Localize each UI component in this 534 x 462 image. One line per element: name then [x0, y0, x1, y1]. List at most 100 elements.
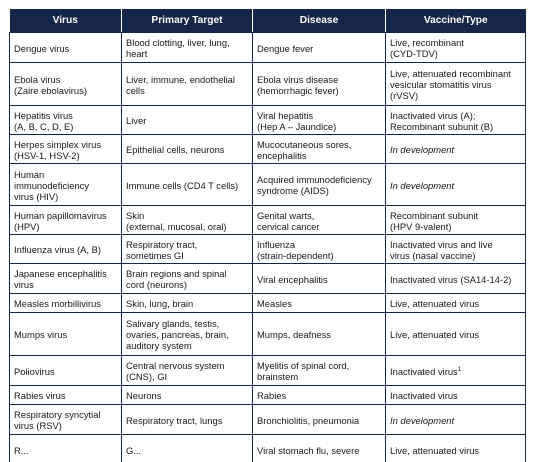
cell-virus: Ebola virus (Zaire ebolavirus) — [9, 62, 122, 106]
cell-primary-target-text: Immune cells (CD4 T cells) — [126, 179, 239, 191]
cell-disease: Myelitis of spinal cord, brainstem — [252, 355, 386, 386]
cell-disease-text: Viral encephalitis — [257, 273, 328, 285]
cell-vaccine-type-text: Recombinant subunit (HPV 9-valent) — [390, 209, 479, 232]
cell-virus: Human immunodeficiency virus (HIV) — [9, 163, 122, 206]
cell-vaccine-type-text: Inactivated virus and live virus (nasal … — [390, 238, 493, 261]
cell-disease: Viral hepatitis (Hep A – Jaundice) — [252, 105, 386, 135]
cell-vaccine-type: Live, attenuated recombinant vesicular s… — [385, 62, 526, 106]
cell-primary-target-text: G... — [126, 444, 142, 456]
cell-disease-text: Genital warts, cervical cancer — [257, 209, 320, 232]
cell-virus-text: Poliovirus — [14, 365, 55, 377]
cell-virus-text: Influenza virus (A, B) — [14, 244, 102, 255]
table-row: Human papillomavirus (HPV) Skin (external… — [9, 205, 526, 235]
cell-disease-text: Viral hepatitis (Hep A – Jaundice) — [257, 109, 337, 132]
cell-vaccine-type: Recombinant subunit (HPV 9-valent) — [385, 205, 526, 235]
table-row: Respiratory syncytial virus (RSV) Respira… — [9, 404, 526, 435]
table-row: Human immunodeficiency virus (HIV) Immune… — [9, 163, 526, 206]
cell-primary-target: Brain regions and spinal cord (neurons) — [121, 263, 253, 294]
cell-virus-text: Rabies virus — [14, 390, 66, 401]
cell-virus: Mumps virus — [9, 312, 122, 356]
table-row: Herpes simplex virus (HSV-1, HSV-2) Epith… — [9, 134, 526, 164]
cell-primary-target: Respiratory tract, sometimes GI — [121, 234, 253, 264]
table-row: Measles morbillivirus Skin, lung, brain Me… — [9, 293, 526, 313]
cell-disease: Dengue fever — [252, 32, 386, 63]
cell-disease-text: Measles — [257, 298, 292, 309]
cell-vaccine-type: In development — [385, 134, 526, 164]
cell-disease-text: Influenza (strain-dependent) — [257, 238, 334, 261]
table-row: Rabies virus Neurons Rabies Inactivated vir… — [9, 385, 526, 405]
cell-vaccine-type: Inactivated virus (A); Recombinant subun… — [385, 105, 526, 135]
cell-disease: Mucocutaneous sores, encephalitis — [252, 134, 386, 164]
table-row: Mumps virus Salivary glands, testis, ovar… — [9, 312, 526, 356]
cell-vaccine-type-text: Inactivated virus (SA14-14-2) — [390, 273, 512, 285]
cell-virus: Measles morbillivirus — [9, 293, 122, 313]
cell-vaccine-type: Inactivated virus1 — [385, 355, 526, 386]
cell-virus: Japanese encephalitis virus — [9, 263, 122, 294]
cell-disease-text: Dengue fever — [257, 42, 314, 54]
cell-vaccine-type-text: Inactivated virus — [390, 390, 458, 401]
header-virus: Virus — [9, 9, 122, 33]
cell-disease: Ebola virus disease (hemorrhagic fever) — [252, 62, 386, 106]
cell-primary-target: Salivary glands, testis, ovaries, pancre… — [121, 312, 253, 356]
cell-virus: Rabies virus — [9, 385, 122, 405]
cell-primary-target-text: Skin (external, mucosal, oral) — [126, 209, 227, 232]
cell-primary-target-text: Respiratory tract, sometimes GI — [126, 238, 198, 261]
cell-disease: Acquired immunodeficiency syndrome (AIDS… — [252, 163, 386, 206]
header-vaccine-type: Vaccine/Type — [385, 9, 526, 33]
cell-disease: Rabies — [252, 385, 386, 405]
cell-disease: Measles — [252, 293, 386, 313]
cell-vaccine-type-text: Live, attenuated virus — [390, 444, 480, 456]
cell-primary-target-text: Blood clotting, liver, lung, heart — [126, 37, 230, 59]
table-row: Dengue virus Blood clotting, liver, lung,… — [9, 32, 526, 63]
cell-vaccine-type-text: In development — [390, 144, 455, 155]
cell-virus-text: Dengue virus — [14, 42, 70, 54]
cell-disease: Viral stomach flu, severe — [252, 434, 386, 462]
cell-primary-target-text: Liver, immune, endothelial cells — [126, 73, 235, 96]
cell-disease-text: Mumps, deafness — [257, 329, 331, 340]
cell-disease-text: Mucocutaneous sores, encephalitis — [257, 138, 352, 161]
cell-virus-text: Measles morbillivirus — [14, 298, 101, 309]
cell-vaccine-type-text: Inactivated virus (A); Recombinant subun… — [390, 109, 494, 132]
cell-virus-text: Human papillomavirus (HPV) — [14, 209, 107, 232]
cell-disease-text: Ebola virus disease (hemorrhagic fever) — [257, 73, 339, 96]
cell-virus: Human papillomavirus (HPV) — [9, 205, 122, 235]
cell-virus-text: Japanese encephalitis virus — [14, 268, 107, 290]
cell-vaccine-type-text: Inactivated virus — [390, 365, 458, 377]
cell-primary-target: G... — [121, 434, 253, 462]
cell-virus: Poliovirus — [9, 355, 122, 386]
cell-vaccine-type: In development — [385, 404, 526, 435]
cell-vaccine-type: Inactivated virus (SA14-14-2) — [385, 263, 526, 294]
table-row: Ebola virus (Zaire ebolavirus) Liver, imm… — [9, 62, 526, 106]
cell-virus: Respiratory syncytial virus (RSV) — [9, 404, 122, 435]
cell-disease-text: Myelitis of spinal cord, brainstem — [257, 360, 350, 382]
cell-disease-text: Acquired immunodeficiency syndrome (AIDS… — [257, 174, 372, 196]
table-row: Japanese encephalitis virus Brain regions… — [9, 263, 526, 294]
cell-primary-target: Immune cells (CD4 T cells) — [121, 163, 253, 206]
table-body: Dengue virus Blood clotting, liver, lung,… — [9, 32, 526, 462]
cell-vaccine-type-text: Live, attenuated virus — [390, 329, 480, 340]
table-header-row: Virus Primary Target Disease Vaccine/Typ… — [9, 9, 526, 33]
cell-vaccine-type-text: Live, attenuated virus — [390, 298, 480, 309]
cell-vaccine-type-text: Live, attenuated recombinant vesicular s… — [390, 68, 511, 101]
cell-disease-text: Viral stomach flu, severe — [257, 444, 360, 456]
cell-virus-text: Hepatitis virus (A, B, C, D, E) — [14, 109, 74, 132]
cell-vaccine-type: Live, attenuated virus — [385, 434, 526, 462]
cell-primary-target: Skin (external, mucosal, oral) — [121, 205, 253, 235]
virus-vaccine-table: Virus Primary Target Disease Vaccine/Typ… — [9, 9, 526, 462]
cell-primary-target-text: Respiratory tract, lungs — [126, 414, 223, 426]
cell-virus-text: Mumps virus — [14, 329, 68, 340]
header-primary-target: Primary Target — [121, 9, 253, 33]
cell-virus: Herpes simplex virus (HSV-1, HSV-2) — [9, 134, 122, 164]
cell-disease: Viral encephalitis — [252, 263, 386, 294]
table-row: R... G... Viral stomach flu, severe Live, a… — [9, 434, 526, 462]
cell-disease: Influenza (strain-dependent) — [252, 234, 386, 264]
cell-disease: Genital warts, cervical cancer — [252, 205, 386, 235]
cell-vaccine-type: Live, attenuated virus — [385, 312, 526, 356]
table-row: Poliovirus Central nervous system (CNS), … — [9, 355, 526, 386]
cell-primary-target-text: Skin, lung, brain — [126, 298, 194, 309]
cell-virus-text: Ebola virus (Zaire ebolavirus) — [14, 73, 87, 96]
cell-virus-text: Human immunodeficiency virus (HIV) — [14, 168, 90, 202]
header-disease: Disease — [252, 9, 386, 33]
cell-virus: Influenza virus (A, B) — [9, 234, 122, 264]
